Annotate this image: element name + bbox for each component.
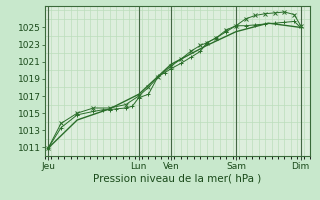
X-axis label: Pression niveau de la mer( hPa ): Pression niveau de la mer( hPa ) (93, 173, 262, 183)
